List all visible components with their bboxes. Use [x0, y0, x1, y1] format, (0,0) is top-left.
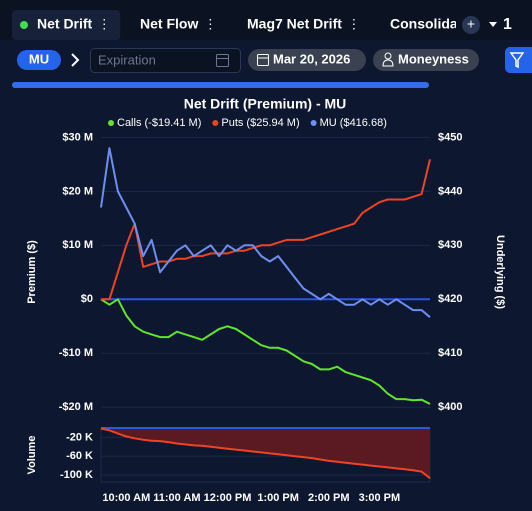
- volume-axis-label: Volume: [26, 436, 38, 475]
- ticker-pill[interactable]: [17, 50, 61, 70]
- y-tick-label: $0: [81, 293, 93, 305]
- tab-menu: ⋮: [204, 16, 217, 31]
- volume-tick-label: -20 K: [66, 431, 93, 443]
- filter-icon: [509, 52, 525, 69]
- y-tick-label: $20 M: [62, 185, 93, 197]
- progress-bar: [12, 82, 429, 88]
- y2-tick-label: $430: [438, 239, 462, 251]
- date-label: Mar 20, 2026: [273, 51, 350, 66]
- tab-menu-caret[interactable]: [489, 22, 497, 27]
- moneyness-label: Moneyness: [398, 51, 469, 66]
- y-tick-label: $10 M: [62, 239, 93, 251]
- add-tab-icon: +: [467, 16, 475, 32]
- legend-label: Calls (-$19.41 M): [117, 117, 201, 129]
- legend-label: Puts ($25.94 M): [221, 117, 299, 129]
- y2-tick-label: $400: [438, 401, 462, 413]
- y-tick-label: -$20 M: [59, 401, 93, 413]
- tab-menu: ⋮: [98, 16, 111, 31]
- y-tick-label: -$10 M: [59, 347, 93, 359]
- chevron: [71, 53, 80, 67]
- y2-axis-label: Underlying ($): [494, 235, 506, 309]
- tabs: Net Drift ⋮ Net Flow ⋮ Mag7 Net Drift ⋮ Consol…: [12, 10, 458, 40]
- tab-menu-label[interactable]: 1: [503, 16, 512, 33]
- date-icon: [257, 54, 269, 66]
- active-dot: [20, 21, 28, 29]
- moneyness-button[interactable]: [373, 49, 479, 71]
- y2-tick-label: $440: [438, 185, 462, 197]
- tab-label[interactable]: Net Drift: [37, 16, 93, 32]
- chart-title: Net Drift (Premium) - MU: [184, 96, 347, 112]
- add-tab[interactable]: [462, 16, 480, 34]
- volume-line: [100, 427, 431, 479]
- x-tick-label: 1:00 PM: [257, 492, 299, 504]
- series-line: [101, 159, 431, 301]
- active-tab: [12, 10, 121, 40]
- tab-label[interactable]: Mag7 Net Drift: [247, 16, 342, 32]
- y2-tick-label: $410: [438, 347, 462, 359]
- y2-tick-label: $420: [438, 293, 462, 305]
- volume-area: [101, 428, 430, 479]
- expiration-placeholder: Expiration: [98, 52, 156, 67]
- legend-swatch: [310, 120, 317, 126]
- legend-label: MU ($416.68): [320, 117, 387, 129]
- series-line: [100, 147, 431, 318]
- tab-label[interactable]: Consolida: [390, 16, 458, 32]
- volume-tick-label: -100 K: [60, 469, 93, 481]
- x-tick-label: 2:00 PM: [308, 492, 350, 504]
- expiration-input[interactable]: [90, 48, 241, 73]
- tab-label[interactable]: Net Flow: [140, 16, 198, 32]
- y-axis-label: Premium ($): [26, 240, 38, 304]
- x-tick-label: 3:00 PM: [359, 492, 401, 504]
- tab-menu: ⋮: [347, 16, 360, 31]
- x-tick-label: 11:00 AM: [153, 492, 200, 504]
- x-tick-label: 10:00 AM: [102, 492, 150, 504]
- moneyness-icon: [382, 52, 394, 67]
- legend-swatch: [212, 120, 219, 126]
- volume-tick-label: -60 K: [66, 450, 93, 462]
- x-tick-label: 12:00 PM: [204, 492, 252, 504]
- date-button[interactable]: [248, 49, 366, 71]
- ticker: MU: [29, 51, 49, 66]
- y2-tick-label: $450: [438, 131, 462, 143]
- series-line: [100, 298, 431, 405]
- legend-swatch: [108, 120, 114, 126]
- calendar-icon: [216, 54, 229, 67]
- y-tick-label: $30 M: [62, 131, 93, 143]
